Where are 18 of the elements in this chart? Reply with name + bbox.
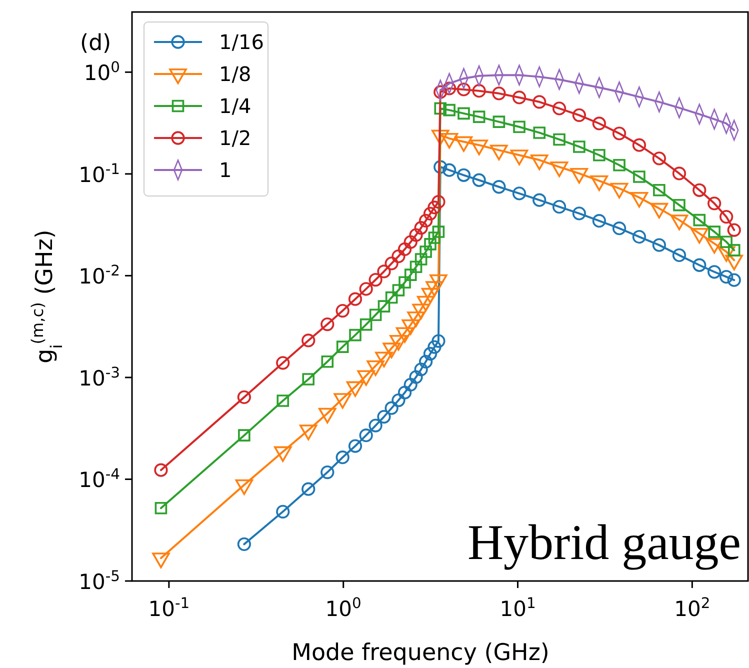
legend-label: 1 [219, 158, 232, 182]
y-tick-label: 10$^{-4}$ [78, 466, 120, 492]
legend-label: 1/8 [219, 62, 252, 86]
x-axis-title: Mode frequency (GHz) [292, 640, 550, 666]
text: (d) [80, 31, 112, 56]
x-tick-label: 10$^{0}$ [325, 594, 362, 621]
y-tick-label: 10$^{-2}$ [78, 262, 120, 289]
legend-label: 1/16 [219, 30, 264, 54]
y-tick-label: 10$^{-3}$ [78, 364, 120, 390]
x-tick-label: 10$^{2}$ [674, 594, 710, 621]
y-tick-label: 10$^{0}$ [84, 58, 120, 86]
x-tick-label: 10$^{-1}$ [148, 594, 190, 621]
y-tick-label: 10$^{-5}$ [78, 568, 120, 594]
x-tick-label: 10$^{1}$ [500, 594, 536, 621]
annotation: Hybrid gauge [467, 514, 741, 570]
legend-label: 1/4 [219, 94, 252, 118]
y-tick-label: 10$^{-1}$ [78, 160, 120, 187]
legend-label: 1/2 [219, 126, 252, 150]
